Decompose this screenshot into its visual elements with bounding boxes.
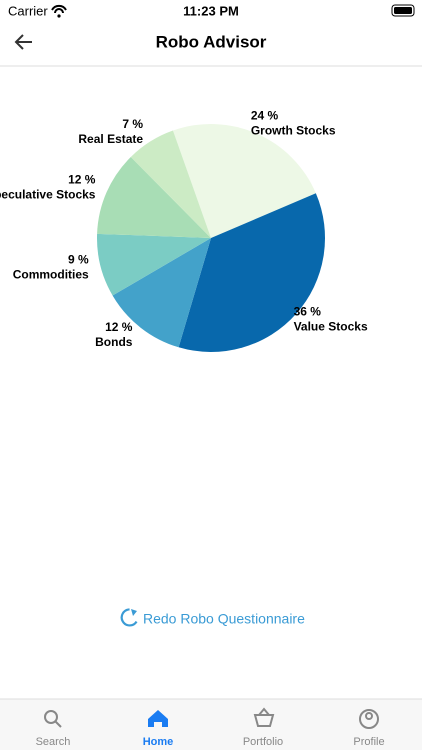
tab-label[interactable]: Portfolio xyxy=(243,736,283,748)
carrier: Carrier xyxy=(8,3,48,18)
search-icon xyxy=(44,710,58,724)
pie-slice xyxy=(130,130,211,238)
pie-slice xyxy=(97,156,211,238)
pie-slice xyxy=(97,233,211,296)
profile-icon xyxy=(359,709,379,729)
profile-icon-head xyxy=(365,712,373,720)
slice-label: Growth Stocks xyxy=(251,124,336,138)
redo-icon xyxy=(120,608,138,627)
tab-label[interactable]: Profile xyxy=(353,736,384,748)
tab-labels: Search Home Portfolio Profile xyxy=(36,736,385,748)
slice-label: Speculative Stocks xyxy=(0,187,96,201)
tab-label[interactable]: Home xyxy=(143,736,174,748)
slice-percent: 12 % xyxy=(68,172,96,186)
pie-slice xyxy=(172,123,316,238)
tab-label[interactable]: Search xyxy=(36,736,71,748)
slice-label: Commodities xyxy=(13,267,89,281)
search-icon-handle xyxy=(54,720,62,728)
pie-slice xyxy=(178,193,325,352)
slice-percent: 36 % xyxy=(294,305,322,319)
redo-label[interactable]: Redo Robo Questionnaire xyxy=(143,611,305,627)
redo-button[interactable]: Redo Robo Questionnaire xyxy=(119,608,305,629)
redo-arrow xyxy=(131,609,137,616)
battery xyxy=(391,4,415,17)
slice-percent: 7 % xyxy=(122,117,143,131)
header-title: Robo Advisor xyxy=(156,32,267,51)
portfolio-icon xyxy=(253,707,275,727)
pie-slice xyxy=(112,238,211,348)
slice-label: Real Estate xyxy=(78,132,143,146)
tab-icons xyxy=(44,707,379,729)
wifi-icon xyxy=(51,4,67,14)
wifi-dot xyxy=(57,14,61,18)
tab-bar xyxy=(0,699,422,750)
slice-label: Value Stocks xyxy=(294,320,368,334)
battery-level xyxy=(394,7,412,14)
slice-percent: 24 % xyxy=(251,109,279,123)
time: 11:23 PM xyxy=(183,3,239,18)
slice-percent: 12 % xyxy=(105,320,133,334)
back-button[interactable] xyxy=(14,34,32,50)
slice-label: Bonds xyxy=(95,335,133,349)
slice-percent: 9 % xyxy=(68,252,89,266)
home-icon xyxy=(148,710,168,727)
